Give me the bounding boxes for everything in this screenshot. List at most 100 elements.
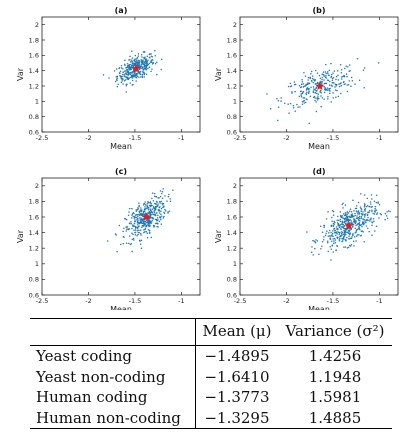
data-point: [306, 231, 308, 233]
data-point: [292, 107, 295, 109]
data-point: [332, 235, 334, 238]
data-point: [129, 61, 132, 63]
row-label: Human coding: [30, 387, 196, 408]
data-point: [327, 235, 330, 237]
panel-title: (c): [115, 167, 127, 176]
data-point: [320, 105, 322, 108]
y-tick-label: 1.2: [29, 245, 39, 253]
data-point: [368, 205, 370, 208]
data-point: [143, 73, 146, 76]
data-point: [318, 74, 321, 77]
data-point: [158, 220, 161, 223]
data-point: [365, 213, 367, 215]
data-point: [305, 84, 307, 86]
y-axis-label: Var: [16, 229, 25, 243]
data-point: [147, 63, 150, 66]
data-point: [348, 210, 351, 212]
data-point: [122, 83, 124, 85]
data-point: [131, 227, 133, 230]
data-point: [309, 77, 311, 80]
y-tick-label: 1.2: [227, 245, 237, 253]
data-point: [333, 220, 335, 223]
data-point: [353, 236, 356, 238]
table-row: Human coding −1.3773 1.5981: [30, 387, 392, 408]
data-point: [343, 75, 346, 78]
mean-value: −1.4895: [204, 347, 270, 365]
data-point: [300, 93, 302, 95]
data-point: [369, 218, 371, 220]
data-point: [125, 242, 128, 244]
plot-frame: [239, 16, 399, 133]
data-point: [130, 65, 133, 68]
data-point: [354, 222, 357, 225]
data-point: [140, 210, 142, 213]
data-point: [358, 211, 360, 214]
data-point: [351, 222, 353, 224]
x-axis-label: Mean: [110, 142, 132, 151]
data-point: [339, 220, 342, 223]
data-point: [153, 207, 155, 210]
data-point: [296, 103, 298, 106]
data-point: [149, 211, 152, 214]
data-point: [138, 229, 140, 232]
data-point: [124, 75, 126, 77]
data-point: [356, 213, 359, 215]
data-point: [373, 220, 375, 223]
data-point: [158, 209, 160, 212]
data-point: [156, 61, 158, 63]
data-point: [367, 227, 369, 230]
data-point: [291, 91, 293, 93]
data-point: [136, 65, 139, 67]
data-point: [146, 204, 148, 207]
data-point: [132, 225, 134, 228]
data-point: [314, 241, 317, 244]
data-point: [135, 60, 137, 63]
data-point: [145, 73, 148, 75]
data-point: [155, 222, 157, 225]
data-point: [313, 95, 316, 98]
data-point: [334, 83, 337, 86]
data-point: [301, 79, 303, 81]
data-point: [362, 231, 364, 233]
data-point: [129, 73, 131, 75]
data-point: [124, 64, 126, 66]
data-point: [339, 211, 342, 213]
data-point: [140, 214, 143, 216]
data-point: [128, 228, 131, 230]
data-point: [147, 229, 150, 231]
data-point: [156, 217, 159, 219]
data-point: [337, 223, 340, 225]
data-point: [133, 229, 135, 231]
data-point: [280, 100, 282, 102]
data-point: [351, 80, 354, 82]
data-point: [355, 235, 358, 237]
data-point: [377, 202, 379, 204]
data-point: [142, 222, 145, 225]
data-point: [366, 213, 369, 216]
data-point: [143, 202, 145, 205]
data-point: [332, 97, 334, 99]
data-point: [151, 220, 153, 223]
statistics-table: Mean (μ) Variance (σ²) Yeast coding −1.4…: [30, 318, 392, 429]
data-point: [327, 240, 329, 243]
data-point: [163, 215, 165, 218]
data-point: [145, 66, 148, 68]
data-point: [151, 192, 154, 194]
data-point: [324, 89, 327, 91]
data-point: [310, 86, 312, 88]
data-point: [358, 222, 361, 224]
data-point: [116, 79, 118, 81]
data-point: [280, 97, 282, 99]
data-point: [138, 65, 140, 68]
data-point: [141, 76, 144, 79]
data-point: [160, 223, 163, 225]
data-point: [370, 194, 373, 196]
data-point: [131, 213, 134, 215]
data-point: [302, 97, 305, 99]
data-point: [328, 69, 331, 71]
data-point: [363, 67, 366, 69]
data-point: [330, 101, 332, 103]
data-point: [266, 93, 268, 95]
data-point: [143, 231, 145, 234]
data-point: [366, 197, 369, 200]
